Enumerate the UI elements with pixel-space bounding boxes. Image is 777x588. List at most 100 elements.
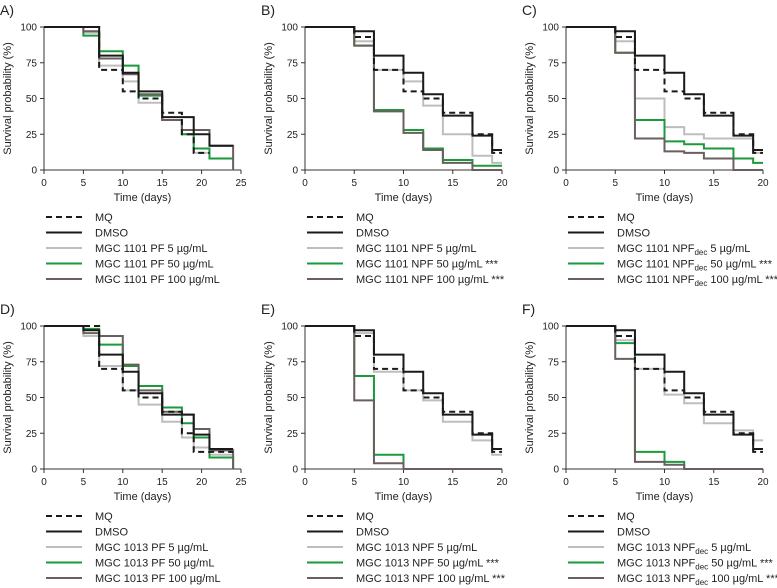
x-axis-label: Time (days) xyxy=(375,192,433,204)
survival-curve-low xyxy=(566,26,763,154)
legend-label: MGC 1101 NPFdec 5 µg/mL xyxy=(617,243,750,257)
x-tick-label: 10 xyxy=(659,477,671,488)
legend-label: MQ xyxy=(95,212,113,224)
x-axis-label: Time (days) xyxy=(114,491,172,503)
chart-panel-4: D) 0 25 50 75 100 0 5 10 15 20 25 Time (days) Surviva… xyxy=(0,301,247,585)
survival-curve-mq xyxy=(305,26,502,154)
y-tick-label: 100 xyxy=(20,322,37,333)
legend-label: MGC 1101 NPF 5 µg/mL xyxy=(356,243,476,255)
legend-label: MGC 1101 PF 100 µg/mL xyxy=(95,274,220,286)
x-tick-label: 5 xyxy=(81,178,87,189)
legend-label: DMSO xyxy=(356,228,389,240)
legend-label: MGC 1013 NPFdec 5 µg/mL xyxy=(617,542,751,556)
panel-label: D) xyxy=(0,301,15,317)
y-tick-label: 75 xyxy=(287,58,299,69)
x-tick-label: 20 xyxy=(757,477,769,488)
y-axis-label: Survival probability (%) xyxy=(2,42,14,154)
survival-curve-dmso xyxy=(566,26,763,151)
x-tick-label: 15 xyxy=(447,477,459,488)
x-tick-label: 15 xyxy=(447,178,459,189)
x-tick-label: 0 xyxy=(41,477,47,488)
x-tick-label: 25 xyxy=(235,477,247,488)
y-tick-label: 50 xyxy=(287,94,299,105)
y-tick-label: 75 xyxy=(548,58,560,69)
y-tick-label: 25 xyxy=(26,130,38,141)
panel-label: A) xyxy=(0,2,14,18)
x-tick-label: 15 xyxy=(157,477,169,488)
x-tick-label: 25 xyxy=(235,178,247,189)
y-tick-label: 0 xyxy=(553,465,559,476)
panel-label: E) xyxy=(261,301,275,317)
y-tick-label: 50 xyxy=(287,393,299,404)
y-axis-label: Survival probability (%) xyxy=(524,341,536,453)
y-axis-label: Survival probability (%) xyxy=(263,341,275,453)
survival-curve-low xyxy=(305,26,502,164)
legend-label: MGC 1013 NPF 50 µg/mL *** xyxy=(356,558,500,570)
legend-label: MGC 1013 PF 5 µg/mL xyxy=(95,542,208,554)
panel-label: F) xyxy=(522,301,535,317)
x-tick-label: 15 xyxy=(708,477,720,488)
y-tick-label: 25 xyxy=(548,429,560,440)
legend-label: MQ xyxy=(617,511,635,523)
y-tick-label: 0 xyxy=(31,465,37,476)
y-tick-label: 0 xyxy=(292,166,298,177)
legend-label: MQ xyxy=(617,212,635,224)
legend-label: MGC 1013 NPF 100 µg/mL *** xyxy=(356,573,506,585)
legend-label: MGC 1013 NPF 5 µg/mL xyxy=(356,542,477,554)
y-tick-label: 75 xyxy=(287,357,299,368)
legend-label: MGC 1101 NPF 100 µg/mL *** xyxy=(356,274,505,286)
x-tick-label: 15 xyxy=(708,178,720,189)
survival-curve-mq xyxy=(566,325,763,453)
chart-panel-5: E) 0 25 50 75 100 0 5 10 15 20 Time (days) Survival … xyxy=(261,301,508,585)
legend-label: MGC 1101 NPFdec 50 µg/mL *** xyxy=(617,259,773,273)
x-tick-label: 0 xyxy=(302,178,308,189)
x-axis-label: Time (days) xyxy=(375,491,433,503)
x-axis-label: Time (days) xyxy=(114,192,172,204)
x-axis-label: Time (days) xyxy=(636,491,694,503)
legend-label: DMSO xyxy=(95,527,128,539)
y-tick-label: 25 xyxy=(287,429,299,440)
legend-label: DMSO xyxy=(95,228,128,240)
legend-label: MGC 1013 NPFdec 100 µg/mL *** xyxy=(617,573,777,587)
survival-curve-high xyxy=(566,325,763,470)
x-tick-label: 0 xyxy=(41,178,47,189)
y-tick-label: 25 xyxy=(26,429,38,440)
x-tick-label: 10 xyxy=(117,477,129,488)
y-tick-label: 100 xyxy=(281,23,298,34)
survival-curve-dmso xyxy=(44,325,234,450)
survival-curve-low xyxy=(566,325,763,442)
y-tick-label: 50 xyxy=(26,94,38,105)
legend-label: MGC 1013 PF 100 µg/mL xyxy=(95,573,221,585)
legend-label: MGC 1101 PF 50 µg/mL xyxy=(95,259,214,271)
y-tick-label: 75 xyxy=(548,357,560,368)
x-tick-label: 20 xyxy=(196,477,208,488)
legend-label: MQ xyxy=(356,212,374,224)
x-tick-label: 5 xyxy=(351,178,357,189)
x-axis-label: Time (days) xyxy=(636,192,694,204)
x-tick-label: 5 xyxy=(351,477,357,488)
y-tick-label: 100 xyxy=(20,23,37,34)
legend-label: MQ xyxy=(95,511,113,523)
x-tick-label: 0 xyxy=(302,477,308,488)
y-axis-label: Survival probability (%) xyxy=(263,42,275,154)
x-tick-label: 0 xyxy=(563,477,569,488)
survival-curve-mid xyxy=(44,26,234,160)
x-tick-label: 0 xyxy=(563,178,569,189)
y-tick-label: 0 xyxy=(292,465,298,476)
y-tick-label: 50 xyxy=(548,94,560,105)
chart-panel-6: F) 0 25 50 75 100 0 5 10 15 20 Time (days) Survival … xyxy=(522,301,777,587)
x-tick-label: 10 xyxy=(117,178,129,189)
survival-curve-dmso xyxy=(305,325,502,450)
survival-curve-dmso xyxy=(566,325,763,450)
y-tick-label: 25 xyxy=(548,130,560,141)
x-tick-label: 10 xyxy=(398,178,410,189)
y-tick-label: 75 xyxy=(26,357,38,368)
x-tick-label: 5 xyxy=(612,477,618,488)
chart-panel-3: C) 0 25 50 75 100 0 5 10 15 20 Time (days) Survival … xyxy=(522,2,777,288)
x-tick-label: 20 xyxy=(757,178,769,189)
survival-curve-mq xyxy=(566,26,763,154)
panel-label: C) xyxy=(522,2,537,18)
survival-curve-dmso xyxy=(44,26,234,147)
chart-panel-2: B) 0 25 50 75 100 0 5 10 15 20 Time (days) Survival … xyxy=(261,2,508,286)
x-tick-label: 15 xyxy=(157,178,169,189)
